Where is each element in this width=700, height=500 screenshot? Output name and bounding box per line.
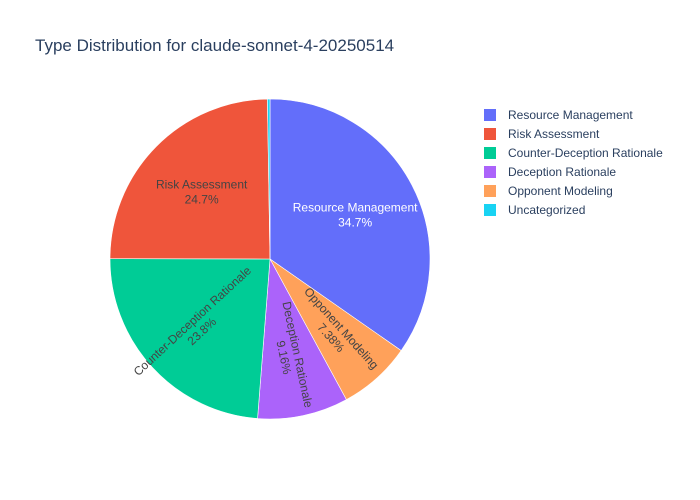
legend-item-risk-assessment[interactable]: Risk Assessment [484,127,600,141]
legend-swatch [484,128,496,140]
legend-item-uncategorized[interactable]: Uncategorized [484,203,585,217]
slice-label-name: Resource Management [293,201,418,215]
legend-label: Opponent Modeling [508,184,613,198]
slice-deception-rationale[interactable] [257,257,347,420]
slice-resource-management[interactable] [269,98,431,352]
slice-label-percent: 34.7% [338,216,372,230]
slice-label-resource-management: Resource Management 34.7% [293,201,418,230]
legend-item-counter-deception-rationale[interactable]: Counter-Deception Rationale [484,146,663,160]
legend-item-deception-rationale[interactable]: Deception Rationale [484,165,616,179]
legend-swatch [484,185,496,197]
slice-risk-assessment[interactable] [109,98,271,260]
legend-swatch [484,147,496,159]
slice-label-name: Risk Assessment [156,178,248,192]
legend: Resource Management Risk Assessment Counte… [484,108,663,217]
chart-title: Type Distribution for claude-sonnet-4-20… [35,36,394,55]
legend-label: Deception Rationale [508,165,616,179]
slice-label-percent: 9.16% [273,339,294,376]
legend-label: Risk Assessment [508,127,600,141]
legend-item-opponent-modeling[interactable]: Opponent Modeling [484,184,613,198]
slice-uncategorized[interactable] [267,98,271,260]
legend-label: Counter-Deception Rationale [508,146,663,160]
legend-swatch [484,109,496,121]
slice-label-percent: 24.7% [185,193,219,207]
legend-swatch [484,204,496,216]
legend-item-resource-management[interactable]: Resource Management [484,108,633,122]
pie-slices [109,98,431,420]
slice-counter-deception-rationale[interactable] [109,258,271,419]
legend-label: Uncategorized [508,203,585,217]
legend-label: Resource Management [508,108,633,122]
slice-label-risk-assessment: Risk Assessment 24.7% [156,178,248,207]
legend-swatch [484,166,496,178]
